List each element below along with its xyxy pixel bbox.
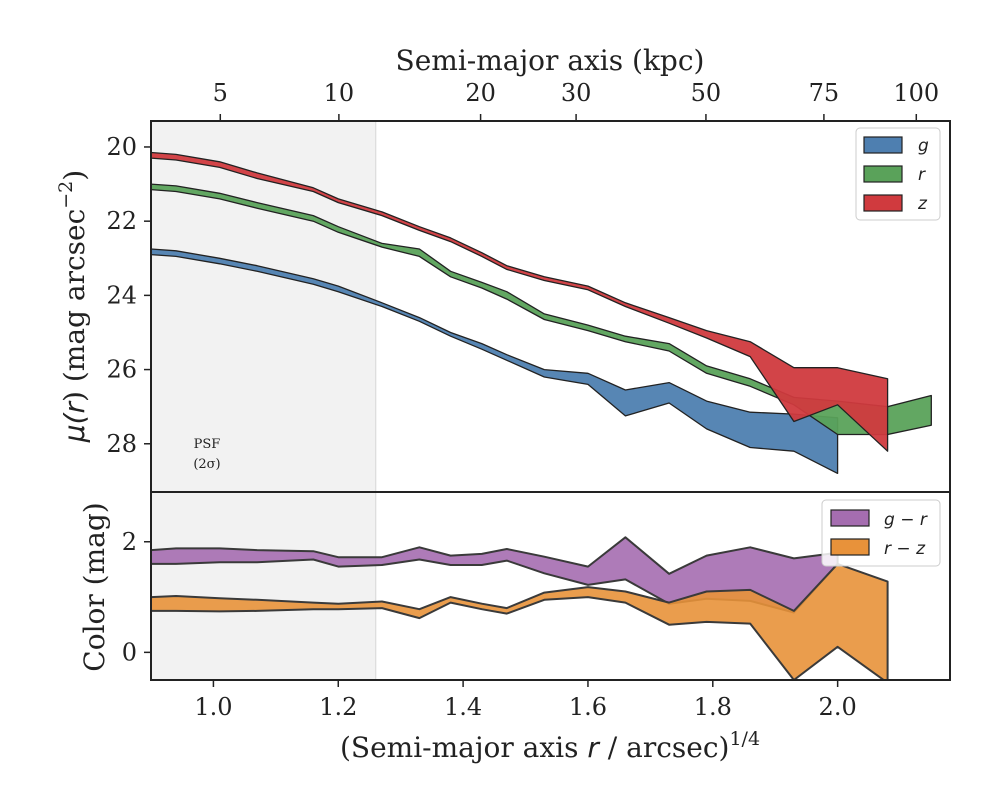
band-g [151,248,839,475]
legend-g-r-op: − [895,510,920,530]
top-y-tick-label: 28 [106,430,137,458]
x-tick-label: 1.4 [444,693,482,721]
x-axis-label-exponent: 1/4 [729,728,760,750]
legend-label-r: r [918,165,926,185]
band-z [151,151,889,452]
bottom-legend: g − r r − z [821,499,941,567]
legend-label-r-z: r − z [884,539,926,559]
x-tick-label: 2.0 [819,693,857,721]
top-y-axis-label-units: ) (mag arcsec [58,209,91,402]
top-x-axis-label: Semi-major axis (kpc) [396,44,705,77]
x-tick-label: 1.0 [194,693,232,721]
top-y-axis-label-exponent: −2 [55,181,77,209]
top-x-tick-label: 50 [691,79,722,107]
legend-swatch-z [863,194,903,212]
legend-label-g: g [918,136,929,156]
band-r-minus-z [151,562,889,680]
psf-label-line2: (2σ) [193,457,220,472]
legend-r-z-a: r [884,539,892,559]
legend-label-z: z [917,194,928,214]
legend-label-g-r: g − r [884,510,928,530]
psf-shaded-region-bottom [151,492,376,680]
x-axis-label: (Semi-major axis r / arcsec)1/4 [340,728,760,764]
axis-ticks: 1.0 1.2 1.4 1.6 1.8 2.05 10 20 30 50 75 10020222426… [106,79,939,721]
bottom-y-tick-label: 0 [122,638,137,666]
top-x-tick-label: 75 [809,79,840,107]
legend-r-z-op: − [891,539,916,559]
top-y-axis-label-mu: μ( [58,412,91,443]
top-panel-series [151,151,932,475]
x-axis-label-main: (Semi-major axis [340,731,587,764]
legend-g-r-a: g [884,510,895,530]
legend-r-z-b: z [915,539,926,559]
psf-label-line1: PSF [194,437,221,452]
legend-swatch-g-r [830,509,870,527]
bottom-y-tick-label: 2 [122,528,137,556]
top-x-tick-label: 10 [324,79,355,107]
top-y-tick-label: 20 [106,133,137,161]
top-y-axis-label-variable: r [58,400,91,413]
x-axis-label-variable: r [587,731,600,764]
top-x-tick-label: 20 [465,79,496,107]
x-tick-label: 1.2 [319,693,357,721]
x-axis-label-tail: / arcsec) [599,731,730,764]
x-tick-label: 1.6 [569,693,607,721]
top-x-tick-label: 30 [561,79,592,107]
legend-swatch-r-z [830,538,870,556]
top-y-axis-label-close: ) [58,170,91,181]
x-tick-label: 1.8 [694,693,732,721]
top-y-tick-label: 26 [106,356,137,384]
legend-swatch-r [863,165,903,183]
top-legend: g r z [855,127,941,221]
top-x-tick-label: 100 [893,79,939,107]
legend-g-r-b: r [920,510,928,530]
top-y-tick-label: 22 [106,207,137,235]
psf-shaded-region-top [151,121,376,492]
bottom-panel-frame [150,491,951,681]
legend-swatch-g [863,136,903,154]
top-y-axis-label: μ(r) (mag arcsec−2) [55,170,91,443]
top-x-tick-label: 5 [213,79,228,107]
top-y-tick-label: 24 [106,281,137,309]
bottom-y-axis-label: Color (mag) [78,502,111,671]
